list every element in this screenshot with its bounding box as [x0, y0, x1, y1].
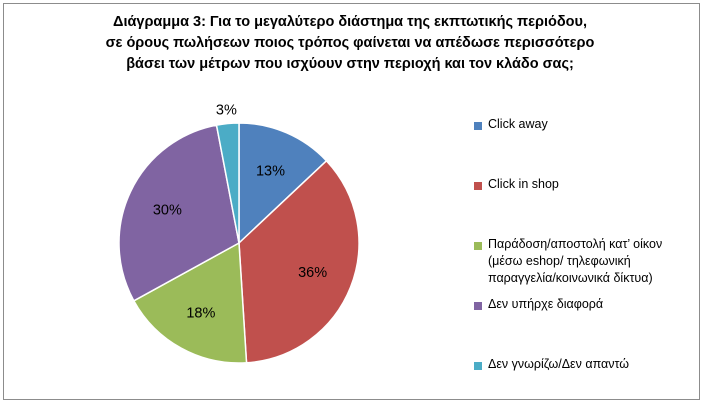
data-label-home-delivery: 18% [186, 305, 215, 321]
legend-item-no-difference: Δεν υπήρχε διαφορά [474, 296, 603, 313]
legend-item-click-in-shop: Click in shop [474, 176, 559, 193]
pie-slice-no-difference [118, 124, 240, 302]
pie-slice-home-delivery [132, 241, 248, 364]
legend-swatch [474, 122, 482, 130]
chart-title-line-3: βάσει των μέτρων που ισχύουν στην περιοχ… [126, 56, 574, 72]
legend-item-home-delivery: Παράδοση/αποστολή κατ’ οίκον (μέσω eshop… [474, 236, 688, 287]
data-label-no-difference: 30% [153, 202, 182, 218]
pie-slice-click-in-shop [238, 159, 360, 364]
legend-swatch [474, 302, 482, 310]
pie-slice-click-away [238, 122, 328, 245]
data-label-dont-know: 3% [216, 103, 237, 119]
legend-item-click-away: Click away [474, 116, 548, 133]
chart-title-line-1: Διάγραμμα 3: Για το μεγαλύτερο διάστημα … [113, 14, 587, 30]
pie-slice-dont-know [215, 122, 240, 244]
legend-swatch [474, 242, 482, 250]
legend-swatch [474, 182, 482, 190]
data-label-click-away: 13% [256, 163, 285, 179]
legend: Click away Click in shop Παράδοση/αποστο… [474, 0, 704, 405]
legend-label: Δεν υπήρχε διαφορά [488, 297, 604, 311]
data-label-click-in-shop: 36% [298, 265, 327, 281]
chart-title: Διάγραμμα 3: Για το μεγαλύτερο διάστημα … [40, 12, 660, 75]
legend-label: Click away [488, 117, 548, 131]
legend-label: Δεν γνωρίζω/Δεν απαντώ [488, 357, 630, 371]
legend-label: Click in shop [488, 177, 559, 191]
legend-label: Παράδοση/αποστολή κατ’ οίκον (μέσω eshop… [488, 237, 663, 285]
legend-swatch [474, 362, 482, 370]
chart-title-line-2: σε όρους πωλήσεων ποιος τρόπος φαίνεται … [105, 35, 595, 51]
legend-item-dont-know: Δεν γνωρίζω/Δεν απαντώ [474, 356, 629, 373]
